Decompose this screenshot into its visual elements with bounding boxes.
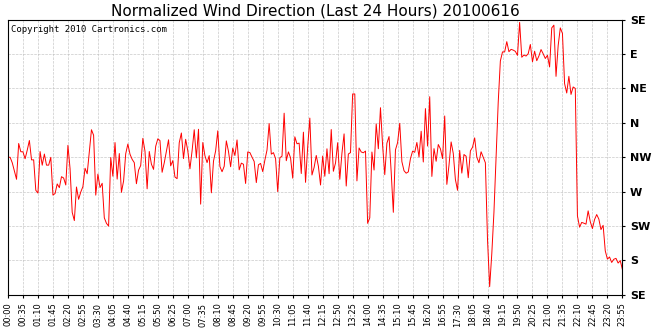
- Text: Copyright 2010 Cartronics.com: Copyright 2010 Cartronics.com: [11, 25, 167, 34]
- Title: Normalized Wind Direction (Last 24 Hours) 20100616: Normalized Wind Direction (Last 24 Hours…: [111, 4, 519, 18]
